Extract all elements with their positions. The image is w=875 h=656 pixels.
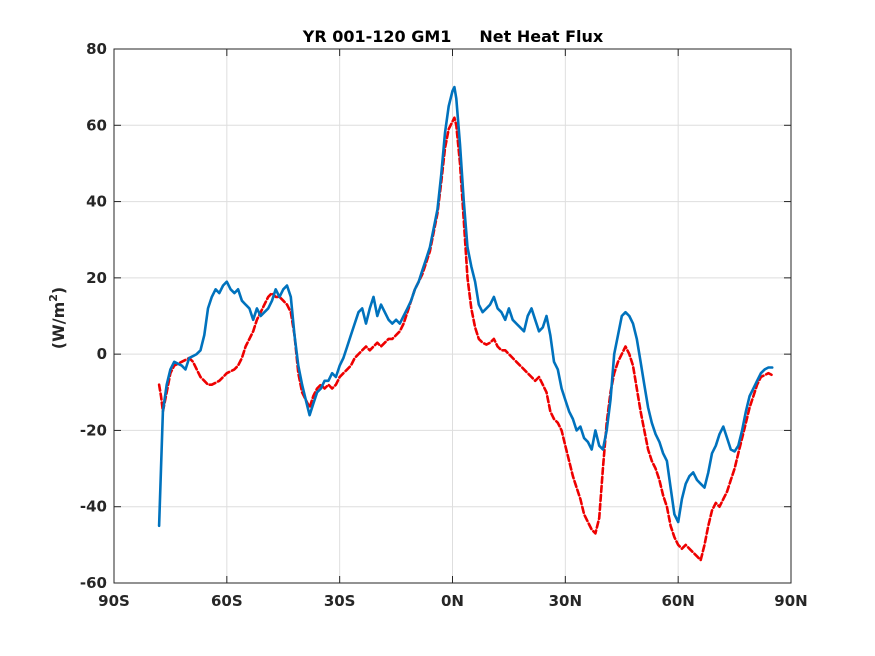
x-tick-labels: 90S 60S 30S 0N 30N 60N 90N <box>98 592 808 610</box>
x-tick-label: 0N <box>441 592 464 610</box>
x-tick-label: 30S <box>324 592 356 610</box>
y-tick-label: 40 <box>86 193 107 211</box>
ylabel-close: ) <box>49 287 68 294</box>
series-layer <box>157 85 774 562</box>
chart-title: YR 001-120 GM1 Net Heat Flux <box>302 27 604 46</box>
y-tick-label: 20 <box>86 269 107 287</box>
y-tick-label: 60 <box>86 116 107 134</box>
y-axis-label: (W/m2) <box>47 287 68 349</box>
x-tick-label: 60S <box>211 592 243 610</box>
x-tick-label: 60N <box>661 592 694 610</box>
y-tick-label: 0 <box>97 345 107 363</box>
title-main: YR 001-120 GM1 <box>302 27 452 46</box>
ylabel-superscript: 2 <box>47 294 60 302</box>
title-subtitle: Net Heat Flux <box>479 27 604 46</box>
x-tick-label: 90N <box>774 592 807 610</box>
x-tick-label: 90S <box>98 592 130 610</box>
y-tick-label: -60 <box>80 574 107 592</box>
ticks <box>113 48 792 584</box>
y-tick-labels: 80 60 40 20 0 -20 -40 -60 <box>80 40 107 592</box>
y-tick-label: -40 <box>80 498 107 516</box>
ylabel-text: (W/m <box>49 302 68 349</box>
series-line-solid <box>157 85 774 528</box>
y-tick-label: 80 <box>86 40 107 58</box>
grid <box>114 49 791 583</box>
x-tick-label: 30N <box>549 592 582 610</box>
y-tick-label: -20 <box>80 421 107 439</box>
